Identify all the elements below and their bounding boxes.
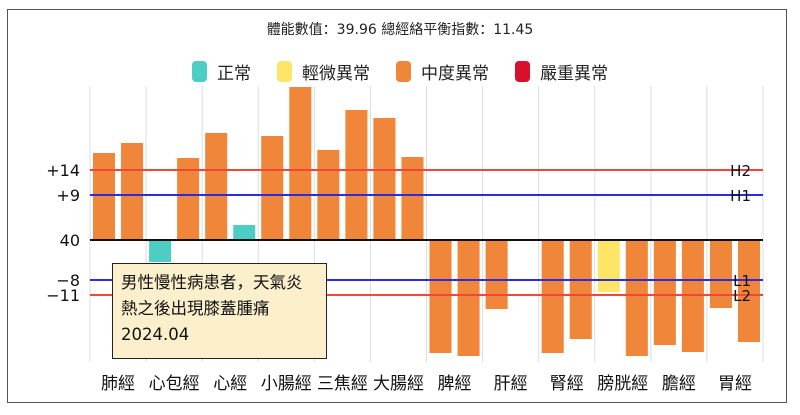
legend-item-normal[interactable]: 正常 — [192, 59, 251, 84]
bar[interactable] — [373, 118, 396, 240]
x-tick-label: 膽經 — [662, 374, 696, 394]
legend-item-mild[interactable]: 輕微異常 — [277, 59, 370, 84]
x-tick-label: 三焦經 — [317, 374, 368, 394]
bar[interactable] — [709, 240, 732, 308]
bar[interactable] — [485, 240, 508, 309]
legend-item-severe[interactable]: 嚴重異常 — [515, 59, 608, 84]
bar[interactable] — [737, 240, 760, 342]
legend-label: 正常 — [217, 64, 251, 84]
bar[interactable] — [233, 225, 256, 240]
annotation-box: 男性慢性病患者，天氣炎熱之後出現膝蓋腫痛 2024.04 — [112, 263, 327, 359]
legend-swatch — [192, 61, 207, 82]
x-tick-label: 脾經 — [438, 374, 472, 394]
bar[interactable] — [345, 110, 368, 240]
bar[interactable] — [289, 87, 312, 240]
bar[interactable] — [205, 133, 228, 240]
bar[interactable] — [429, 240, 452, 353]
legend-swatch — [515, 61, 530, 82]
x-tick-label: 小腸經 — [261, 374, 312, 394]
x-tick-label: 膀胱經 — [597, 374, 648, 394]
chart-title: 體能數值：39.96 總經絡平衡指數：11.45 — [266, 22, 534, 38]
bar[interactable] — [457, 240, 480, 356]
bar[interactable] — [653, 240, 676, 345]
y-tick-label: +9 — [56, 186, 80, 205]
x-tick-label: 胃經 — [718, 374, 752, 394]
legend-label: 輕微異常 — [302, 64, 370, 84]
x-tick-label: 肺經 — [101, 374, 135, 394]
bar[interactable] — [93, 153, 116, 240]
x-tick-label: 肝經 — [494, 374, 528, 394]
bar[interactable] — [401, 157, 424, 240]
y-tick-label: −8 — [56, 271, 80, 290]
x-tick-label: 大腸經 — [373, 374, 424, 394]
legend-item-moderate[interactable]: 中度異常 — [396, 59, 489, 84]
threshold-label: H1 — [730, 187, 751, 205]
legend-label: 中度異常 — [421, 64, 489, 84]
threshold-label: L1 — [733, 272, 751, 290]
bar[interactable] — [569, 240, 592, 339]
x-tick-label: 心包經 — [149, 374, 200, 394]
chart-frame — [7, 9, 787, 403]
x-tick-label: 腎經 — [550, 374, 584, 394]
bar[interactable] — [177, 158, 200, 240]
legend-swatch — [277, 61, 292, 82]
bar[interactable] — [121, 143, 144, 240]
legend-swatch — [396, 61, 411, 82]
y-tick-label: +14 — [46, 161, 80, 180]
bar[interactable] — [541, 240, 564, 353]
bar[interactable] — [625, 240, 648, 356]
bar[interactable] — [597, 240, 620, 292]
threshold-label: L2 — [733, 287, 751, 305]
bar[interactable] — [261, 136, 284, 240]
bar[interactable] — [149, 240, 172, 262]
legend: 正常 輕微異常 中度異常 嚴重異常 — [0, 59, 800, 84]
x-tick-label: 心經 — [213, 374, 247, 394]
legend-label: 嚴重異常 — [540, 64, 608, 84]
y-tick-label: 40 — [60, 231, 80, 250]
threshold-label: H2 — [730, 162, 751, 180]
y-tick-label: −11 — [46, 286, 80, 305]
